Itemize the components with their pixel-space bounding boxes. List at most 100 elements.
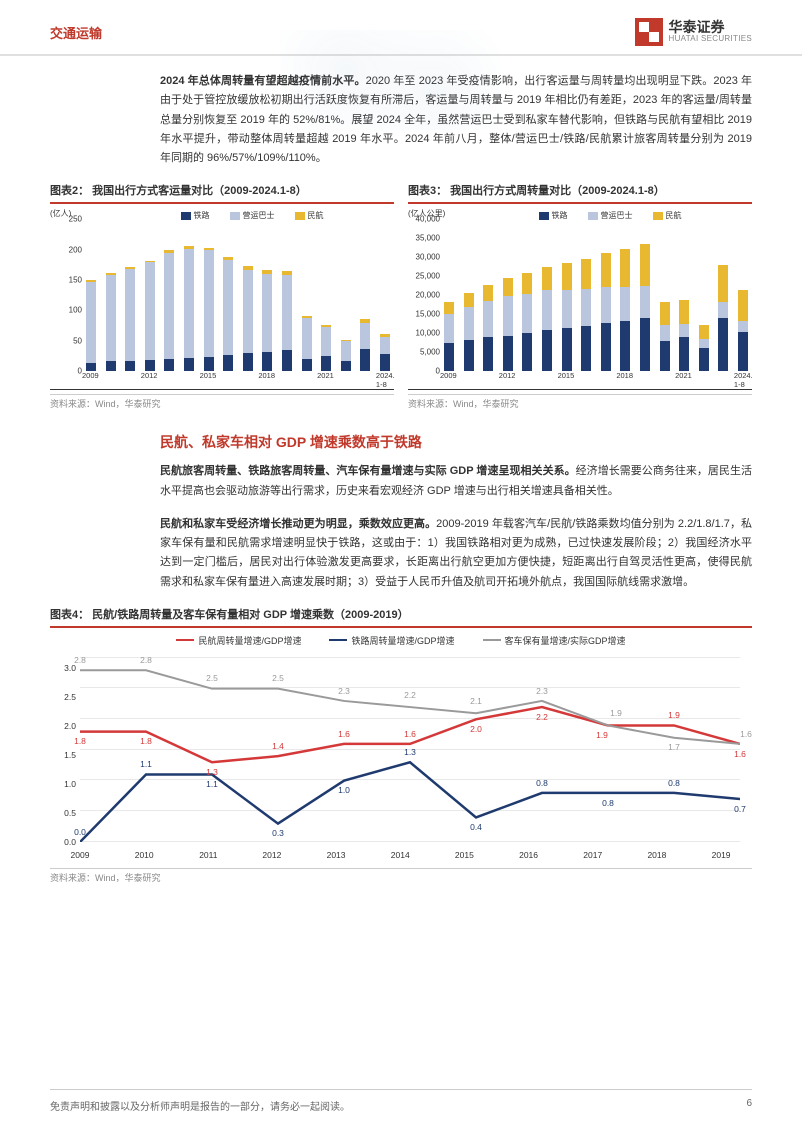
chart-3-box: 图表3： 我国出行方式周转量对比（2009-2024.1-8） (亿人公里) 铁… <box>408 182 752 410</box>
bar-stack <box>243 266 253 371</box>
bar-stack <box>223 257 233 371</box>
data-label: 1.0 <box>338 785 350 795</box>
legend-item: 客车保有量增速/实际GDP增速 <box>483 634 626 647</box>
page-footer: 免责声明和披露以及分析师声明是报告的一部分，请务必一起阅读。 6 <box>50 1089 752 1113</box>
bar-stack <box>699 325 709 371</box>
data-label: 1.8 <box>140 736 152 746</box>
data-label: 1.6 <box>740 729 752 739</box>
legend-item: 民航 <box>653 210 682 221</box>
data-label: 2.2 <box>404 690 416 700</box>
chart4-yaxis: 0.00.51.01.52.02.53.0 <box>50 658 76 842</box>
bar-stack <box>125 267 135 371</box>
data-label: 2.8 <box>140 655 152 665</box>
data-label: 1.8 <box>74 736 86 746</box>
bar-stack <box>542 267 552 371</box>
data-label: 2.0 <box>470 724 482 734</box>
para1-rest: 2020 年至 2023 年受疫情影响，出行客运量与周转量均出现明显下跌。202… <box>160 75 752 164</box>
bar-stack <box>718 265 728 372</box>
bar-stack <box>321 325 331 371</box>
bar-stack <box>164 250 174 371</box>
bar-stack <box>640 244 650 371</box>
chart4-legend: 民航周转量增速/GDP增速 铁路周转量增速/GDP增速 客车保有量增速/实际GDP增… <box>50 634 752 647</box>
chart2-yaxis: 050100150200250 <box>50 210 82 371</box>
bar-stack <box>204 248 214 371</box>
footer-disclaimer: 免责声明和披露以及分析师声明是报告的一部分，请务必一起阅读。 <box>50 1098 350 1113</box>
bar-stack <box>464 293 474 371</box>
chart4-title: 图表4： 民航/铁路周转量及客车保有量相对 GDP 增速乘数（2009-2019… <box>50 606 752 628</box>
paragraph-2: 民航旅客周转量、铁路旅客周转量、汽车保有量增速与实际 GDP 增速呈现相关关系。… <box>160 462 752 501</box>
bar-stack <box>302 316 312 371</box>
para1-lead: 2024 年总体周转量有望超越疫情前水平。 <box>160 75 366 87</box>
data-label: 1.6 <box>338 729 350 739</box>
data-label: 1.6 <box>404 729 416 739</box>
chart4-xaxis: 2009201020112012201320142015201620172018… <box>80 850 740 860</box>
legend-item: 营运巴士 <box>588 210 633 221</box>
data-label: 1.3 <box>206 767 218 777</box>
chart-2-box: 图表2： 我国出行方式客运量对比（2009-2024.1-8） (亿人) 铁路营… <box>50 182 394 410</box>
data-label: 1.7 <box>668 742 680 752</box>
bar-stack <box>620 249 630 372</box>
data-label: 1.4 <box>272 741 284 751</box>
logo-text-en: HUATAI SECURITIES <box>669 35 752 44</box>
bar-stack <box>106 273 116 371</box>
chart3-legend: 铁路营运巴士民航 <box>478 210 742 221</box>
data-label: 2.1 <box>470 696 482 706</box>
data-label: 0.8 <box>536 778 548 788</box>
data-label: 1.1 <box>140 759 152 769</box>
chart2-area: (亿人) 铁路营运巴士民航 050100150200250 2009201220… <box>50 210 394 390</box>
para2-lead: 民航旅客周转量、铁路旅客周转量、汽车保有量增速与实际 GDP 增速呈现相关关系。 <box>160 465 576 477</box>
data-label: 2.5 <box>272 673 284 683</box>
footer-page-number: 6 <box>746 1098 752 1113</box>
chart2-title: 图表2： 我国出行方式客运量对比（2009-2024.1-8） <box>50 182 394 204</box>
bar-stack <box>483 285 493 372</box>
data-label: 2.8 <box>74 655 86 665</box>
bar-stack <box>360 319 370 371</box>
paragraph-1: 2024 年总体周转量有望超越疫情前水平。2020 年至 2023 年受疫情影响… <box>160 72 752 168</box>
bar-stack <box>145 261 155 372</box>
main-content: 2024 年总体周转量有望超越疫情前水平。2020 年至 2023 年受疫情影响… <box>0 56 802 884</box>
data-label: 1.3 <box>404 747 416 757</box>
bar-stack <box>282 271 292 371</box>
bar-stack <box>679 300 689 371</box>
bar-stack <box>562 263 572 371</box>
logo-text-cn: 华泰证券 <box>669 20 752 35</box>
data-label: 1.6 <box>734 749 746 759</box>
paragraph-3: 民航和私家车受经济增长推动更为明显，乘数效应更高。2009-2019 年载客汽车… <box>160 515 752 592</box>
legend-item: 民航周转量增速/GDP增速 <box>176 634 301 647</box>
chart4-area: 民航周转量增速/GDP增速 铁路周转量增速/GDP增速 客车保有量增速/实际GDP增… <box>50 634 752 864</box>
bar-stack <box>660 302 670 371</box>
bar-stack <box>341 340 351 372</box>
data-label: 0.3 <box>272 828 284 838</box>
data-label: 1.9 <box>668 710 680 720</box>
bar-stack <box>262 270 272 371</box>
data-label: 2.2 <box>536 712 548 722</box>
chart4-plot: 2.82.82.52.52.32.22.12.31.91.71.61.81.81… <box>80 658 740 842</box>
chart3-area: (亿人公里) 铁路营运巴士民航 05,00010,00015,00020,000… <box>408 210 752 390</box>
chart3-xaxis: 200920122015201820212024.1-8 <box>444 371 748 389</box>
data-label: 2.3 <box>536 686 548 696</box>
chart-row-1: 图表2： 我国出行方式客运量对比（2009-2024.1-8） (亿人) 铁路营… <box>50 182 752 410</box>
bar-stack <box>444 302 454 371</box>
bar-stack <box>503 278 513 371</box>
chart3-title: 图表3： 我国出行方式周转量对比（2009-2024.1-8） <box>408 182 752 204</box>
legend-item: 铁路周转量增速/GDP增速 <box>329 634 454 647</box>
logo-icon <box>635 18 663 46</box>
para3-lead: 民航和私家车受经济增长推动更为明显，乘数效应更高。 <box>160 518 436 530</box>
legend-item: 营运巴士 <box>230 210 275 221</box>
chart2-xaxis: 200920122015201820212024.1-8 <box>86 371 390 389</box>
data-label: 1.9 <box>610 708 622 718</box>
data-label: 0.8 <box>668 778 680 788</box>
data-label: 0.8 <box>602 798 614 808</box>
chart2-source: 资料来源：Wind，华泰研究 <box>50 394 394 410</box>
section-2-title: 民航、私家车相对 GDP 增速乘数高于铁路 <box>160 432 752 452</box>
page-header: 交通运输 华泰证券 HUATAI SECURITIES <box>0 0 802 56</box>
bar-stack <box>601 253 611 371</box>
header-logo: 华泰证券 HUATAI SECURITIES <box>635 18 752 46</box>
chart3-bars <box>444 228 748 371</box>
chart3-source: 资料来源：Wind，华泰研究 <box>408 394 752 410</box>
chart4-source: 资料来源：Wind，华泰研究 <box>50 868 752 884</box>
data-label: 0.0 <box>74 827 86 837</box>
header-category: 交通运输 <box>50 23 102 42</box>
data-label: 1.1 <box>206 779 218 789</box>
data-label: 2.5 <box>206 673 218 683</box>
